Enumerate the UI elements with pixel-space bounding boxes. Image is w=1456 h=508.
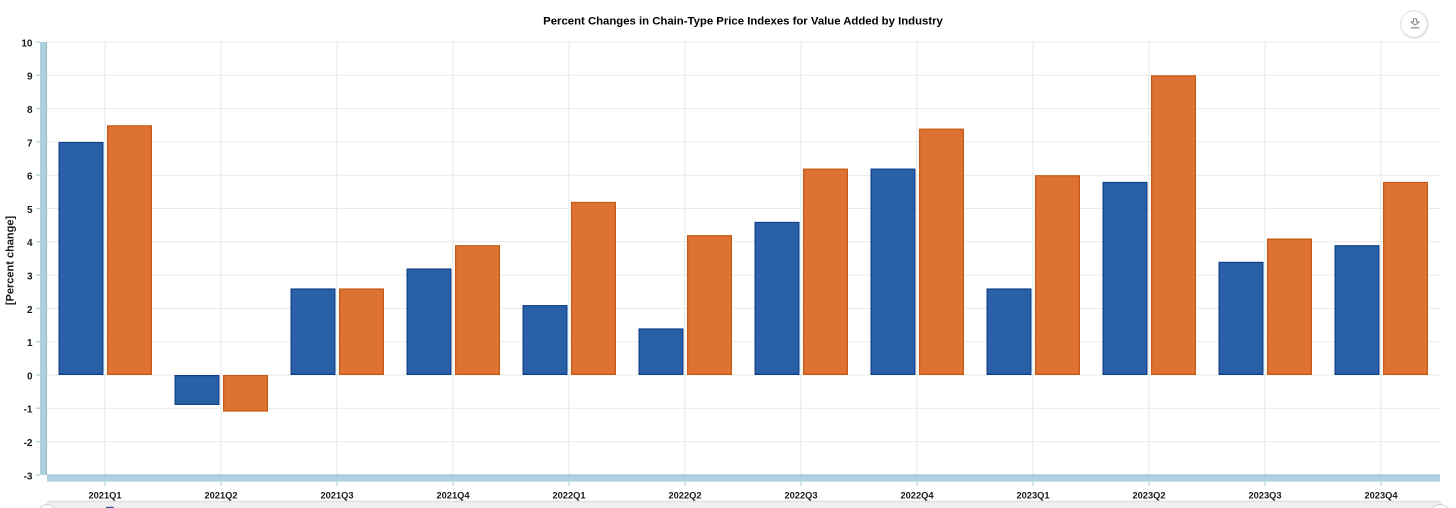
svg-text:Percent Changes in Chain-Type: Percent Changes in Chain-Type Price Inde…	[543, 15, 943, 27]
svg-text:-1: -1	[24, 405, 33, 416]
svg-text:2023Q3: 2023Q3	[1248, 491, 1281, 501]
svg-text:6: 6	[27, 172, 33, 183]
svg-text:2022Q1: 2022Q1	[552, 491, 585, 501]
svg-text:2022Q4: 2022Q4	[900, 491, 934, 501]
svg-text:4: 4	[27, 238, 33, 249]
svg-text:7: 7	[27, 138, 33, 149]
svg-text:1: 1	[27, 338, 33, 349]
svg-text:2023Q1: 2023Q1	[1016, 491, 1049, 501]
svg-text:2021Q2: 2021Q2	[204, 491, 237, 501]
svg-text:10: 10	[21, 38, 33, 49]
svg-text:2021Q1: 2021Q1	[88, 491, 121, 501]
svg-text:0: 0	[27, 371, 33, 382]
svg-text:5: 5	[27, 205, 33, 216]
svg-text:[Percent change]: [Percent change]	[5, 216, 17, 306]
svg-text:8: 8	[27, 105, 33, 116]
svg-text:2021Q4: 2021Q4	[436, 491, 470, 501]
svg-text:-3: -3	[24, 471, 33, 482]
svg-text:2: 2	[27, 305, 33, 316]
svg-text:-2: -2	[24, 438, 33, 449]
svg-text:2023Q2: 2023Q2	[1132, 491, 1165, 501]
svg-text:3: 3	[27, 272, 33, 283]
svg-text:9: 9	[27, 72, 33, 83]
svg-text:2022Q3: 2022Q3	[784, 491, 817, 501]
svg-text:2022Q2: 2022Q2	[668, 491, 701, 501]
svg-text:2021Q3: 2021Q3	[320, 491, 353, 501]
svg-text:2023Q4: 2023Q4	[1364, 491, 1398, 501]
